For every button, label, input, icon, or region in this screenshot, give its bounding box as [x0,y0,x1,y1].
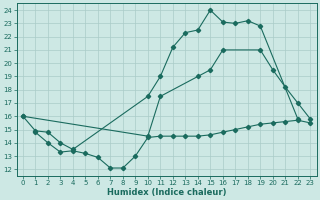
X-axis label: Humidex (Indice chaleur): Humidex (Indice chaleur) [107,188,226,197]
